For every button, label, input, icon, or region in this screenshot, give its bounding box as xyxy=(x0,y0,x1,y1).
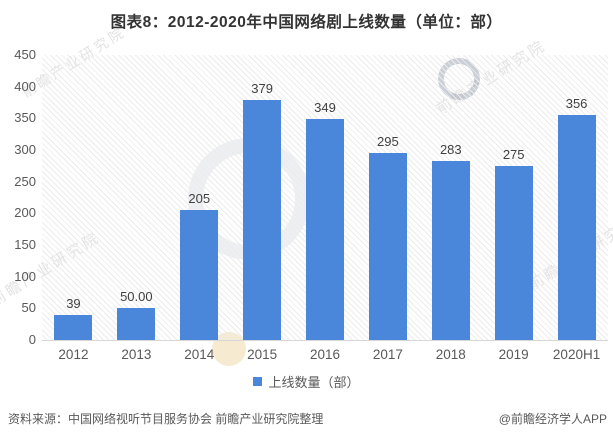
bar-value-label: 356 xyxy=(565,95,588,111)
bar-group: 205 xyxy=(168,55,231,340)
bar-group: 283 xyxy=(419,55,482,340)
bar xyxy=(557,114,596,340)
bar-value-label: 205 xyxy=(188,191,211,207)
bar-group: 50.00 xyxy=(105,55,168,340)
y-tick-label: 250 xyxy=(14,173,36,189)
y-tick-label: 50 xyxy=(21,300,36,316)
x-tick-label: 2014 xyxy=(184,347,215,362)
bar-value-label: 275 xyxy=(502,146,525,162)
source-note: 资料来源：中国网络视听节目服务协会 前瞻产业研究院整理 xyxy=(8,412,324,426)
y-tick-label: 300 xyxy=(14,142,36,157)
y-tick-label: 350 xyxy=(14,110,36,126)
bar-group: 39 xyxy=(42,55,105,340)
brand-note: @前瞻经济学人APP xyxy=(498,412,607,426)
x-tick-label: 2015 xyxy=(247,347,278,362)
bar-group: 379 xyxy=(231,55,294,340)
bar-value-label: 50.00 xyxy=(120,289,153,305)
y-tick-label: 150 xyxy=(14,237,36,252)
y-axis: 0 50 100 150 200 250 300 350 400 450 xyxy=(0,47,36,347)
bar-group: 356 xyxy=(545,55,608,340)
bar xyxy=(306,118,344,340)
bar-value-label: 379 xyxy=(251,80,273,96)
x-tick-label: 2012 xyxy=(58,347,89,362)
y-tick-label: 200 xyxy=(14,205,36,221)
plot-area: 39 50.00 205 379 349 295 283 275 356 xyxy=(42,55,608,341)
bar-group: 349 xyxy=(294,55,357,340)
footer: 资料来源：中国网络视听节目服务协会 前瞻产业研究院整理 @前瞻经济学人APP xyxy=(8,410,607,427)
x-axis: 2012 2013 2014 2015 2016 2017 2018 2019 2020H1 xyxy=(42,347,608,362)
bar xyxy=(54,315,93,340)
bar xyxy=(368,153,407,340)
bar xyxy=(243,99,282,340)
bar-group: 275 xyxy=(482,55,545,340)
bar-group: 295 xyxy=(356,55,419,340)
x-tick-label: 2019 xyxy=(498,347,529,362)
legend-marker-icon xyxy=(253,377,263,386)
bar xyxy=(494,165,533,340)
bar-value-label: 39 xyxy=(66,296,81,312)
bar xyxy=(180,210,219,340)
x-tick-label: 2018 xyxy=(435,347,466,362)
y-tick-label: 0 xyxy=(28,332,36,347)
x-tick-label: 2013 xyxy=(121,347,152,362)
chart-title: 图表8：2012-2020年中国网络剧上线数量（单位：部） xyxy=(110,14,503,31)
bars: 39 50.00 205 379 349 295 283 275 356 xyxy=(42,55,608,340)
bar-value-label: 283 xyxy=(439,141,462,157)
x-tick-label: 2016 xyxy=(309,347,341,362)
x-tick-label: 2017 xyxy=(372,347,403,362)
bar xyxy=(431,160,470,340)
bar-value-label: 349 xyxy=(314,99,336,115)
x-tick-label: 2020H1 xyxy=(552,347,601,362)
legend-label: 上线数量（部） xyxy=(268,375,360,390)
bar xyxy=(117,308,156,340)
bar-value-label: 295 xyxy=(377,134,399,150)
y-tick-label: 100 xyxy=(14,268,36,284)
y-tick-label: 450 xyxy=(14,47,36,62)
legend: 上线数量（部） xyxy=(0,372,613,391)
y-tick-label: 400 xyxy=(14,78,36,94)
